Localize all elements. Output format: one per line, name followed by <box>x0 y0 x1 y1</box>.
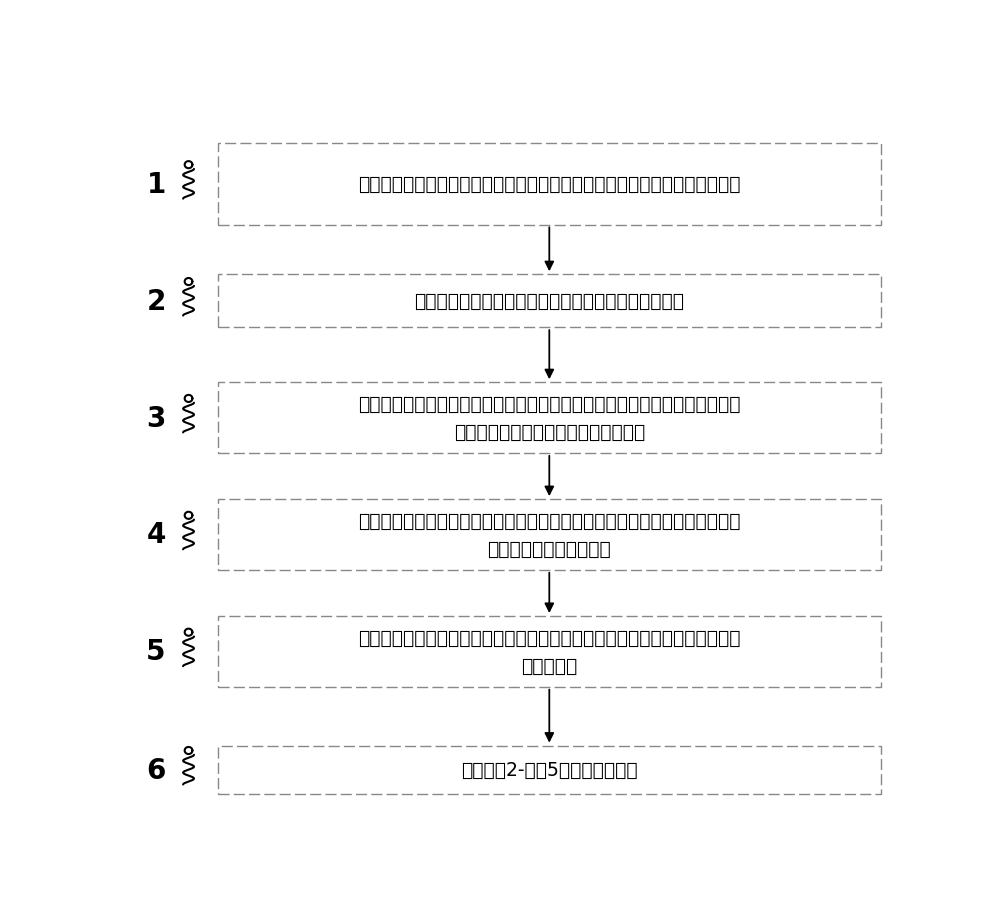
Text: 6: 6 <box>146 755 166 784</box>
Bar <box>218 745 881 794</box>
Text: 重复步骤2-步骤5以建筑每一楼层: 重复步骤2-步骤5以建筑每一楼层 <box>461 760 638 779</box>
Text: 5: 5 <box>146 638 166 665</box>
Bar <box>218 382 881 453</box>
Text: 在基础施工后进行标高，然后利用测量工具对构件的安装位置轴线进行复测；: 在基础施工后进行标高，然后利用测量工具对构件的安装位置轴线进行复测； <box>358 176 741 194</box>
Text: 将预制楼梯梁、预制楼梯、预制楼梯间息步板固定在所述预制叠合楼板上，以
形成楼梯；: 将预制楼梯梁、预制楼梯、预制楼梯间息步板固定在所述预制叠合楼板上，以 形成楼梯； <box>358 629 741 675</box>
Text: 在预制复合外墙板拼装处设置现浇框架柱的钢筋笼，并浇筑混凝土以形成预制
复合外墙板与现浇框架柱的连接结构；: 在预制复合外墙板拼装处设置现浇框架柱的钢筋笼，并浇筑混凝土以形成预制 复合外墙板… <box>358 394 741 441</box>
Bar <box>218 144 881 225</box>
Bar <box>218 275 881 328</box>
Text: 3: 3 <box>146 404 166 432</box>
Text: 4: 4 <box>146 521 166 549</box>
Text: 1: 1 <box>146 171 166 199</box>
Text: 将预制叠合梁安装到所述预制复合外墙板和现浇框架柱上，将预制叠合楼板安
装在所述预制叠合梁上；: 将预制叠合梁安装到所述预制复合外墙板和现浇框架柱上，将预制叠合楼板安 装在所述预… <box>358 511 741 559</box>
Bar <box>218 499 881 570</box>
Bar <box>218 617 881 687</box>
Text: 2: 2 <box>146 288 166 315</box>
Text: 安装预制复合外墙板，并连接相邻的预制复合外墙板；: 安装预制复合外墙板，并连接相邻的预制复合外墙板； <box>414 292 684 311</box>
